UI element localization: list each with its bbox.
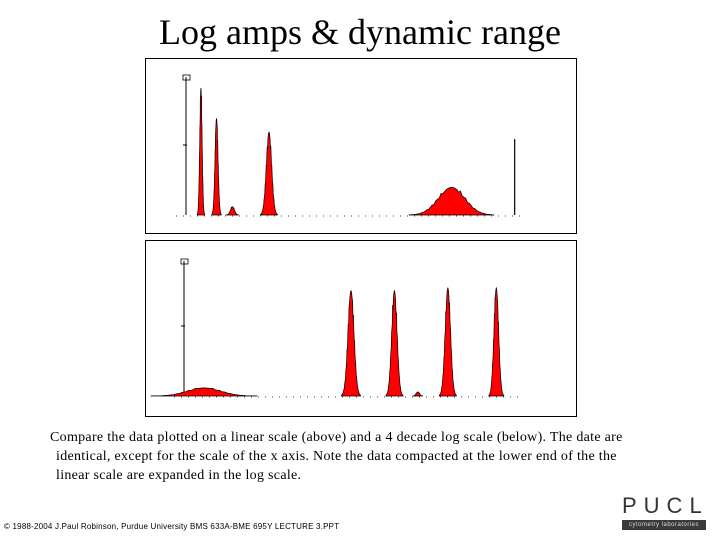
log-peak [150, 387, 258, 397]
log-scale-histogram [145, 240, 577, 417]
linear-scale-histogram [145, 58, 577, 234]
caption: Compare the data plotted on a linear sca… [50, 428, 690, 485]
caption-line: identical, except for the scale of the x… [56, 449, 617, 464]
log-axis-marker [180, 258, 189, 265]
linear-peak [196, 87, 206, 216]
log-peak [385, 289, 404, 397]
log-histogram-plot [150, 258, 524, 398]
log-peak [488, 286, 505, 397]
log-peak [341, 289, 361, 397]
log-peak [438, 286, 457, 397]
linear-peak [225, 206, 240, 216]
linear-axis-marker [182, 74, 191, 81]
slide-title: Log amps & dynamic range [159, 12, 561, 52]
linear-peak [211, 118, 222, 216]
linear-peak [408, 187, 495, 216]
caption-line: Compare the data plotted on a linear sca… [50, 430, 623, 445]
pucl-logo: PUCL cytometry laboratories [622, 493, 706, 535]
log-peak [412, 391, 424, 397]
copyright-footer: © 1988-2004 J.Paul Robinson, Purdue Univ… [4, 522, 340, 531]
caption-line: linear scale are expanded in the log sca… [56, 468, 302, 483]
linear-histogram-plot [176, 74, 524, 217]
linear-peak [260, 131, 278, 216]
logo-tagline: cytometry laboratories [622, 520, 706, 530]
logo-name: PUCL [622, 493, 709, 518]
